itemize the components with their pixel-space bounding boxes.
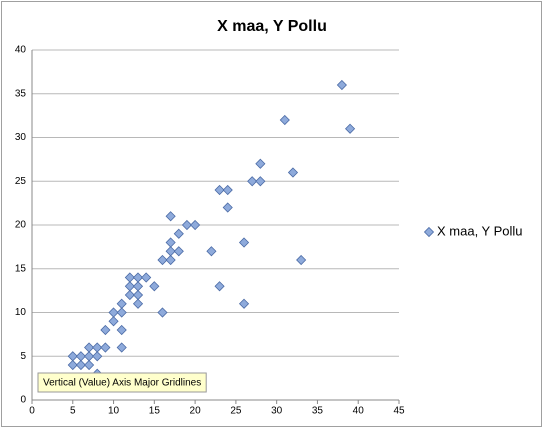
point [279,114,290,126]
y-tick-label: 25 [15,176,27,187]
point [116,298,127,309]
x-tick-label: 10 [108,406,120,417]
point [255,176,266,187]
y-tick-label: 0 [20,395,26,406]
y-tick-label: 5 [20,351,26,362]
y-tick-label: 10 [15,307,27,318]
tooltip: Vertical (Value) Axis Major Gridlines [37,372,207,393]
point [116,342,127,353]
point [165,246,176,257]
point [181,219,193,231]
y-tick-label: 40 [15,45,27,56]
x-tick-label: 35 [312,406,324,417]
point [247,176,258,187]
point [222,202,233,213]
x-tick-label: 20 [190,406,202,417]
point [141,272,152,283]
tooltip-text: Vertical (Value) Axis Major Gridlines [43,378,201,389]
x-tick-label: 5 [70,406,76,417]
point [100,342,111,353]
point [165,237,176,248]
point [255,158,266,169]
point [157,307,168,318]
point [238,298,250,309]
point [157,254,168,266]
point [336,79,347,91]
x-tick-label: 15 [149,406,161,417]
point [296,254,307,266]
point [214,281,225,292]
point [108,307,119,318]
point [345,123,356,134]
point [92,351,103,362]
x-tick-label: 25 [230,406,242,417]
point [287,167,299,178]
x-tick-label: 40 [353,406,365,417]
x-tick-label: 0 [29,406,35,417]
y-tick-label: 30 [15,132,27,143]
legend-label: X maa, Y Pollu [437,223,523,238]
chart-title: X maa, Y Pollu [217,18,327,35]
point [165,211,176,222]
point [206,246,217,257]
point [100,324,111,336]
legend-marker [423,226,435,238]
point [108,316,119,327]
point [116,307,127,318]
point [165,254,176,266]
x-tick-label: 30 [271,406,283,417]
point [124,289,135,301]
y-tick-label: 35 [15,88,27,99]
point [75,359,86,371]
point [132,298,144,309]
point [222,184,233,196]
tooltip-box [37,372,207,393]
y-tick-label: 15 [15,263,27,274]
point [173,228,184,239]
x-tick-label: 45 [393,406,405,417]
point [173,246,184,257]
point [149,281,160,292]
point [214,184,225,196]
point [67,359,78,371]
point [238,237,250,248]
point [84,359,95,371]
point [116,324,127,336]
y-tick-label: 20 [15,220,27,231]
point [190,219,201,231]
